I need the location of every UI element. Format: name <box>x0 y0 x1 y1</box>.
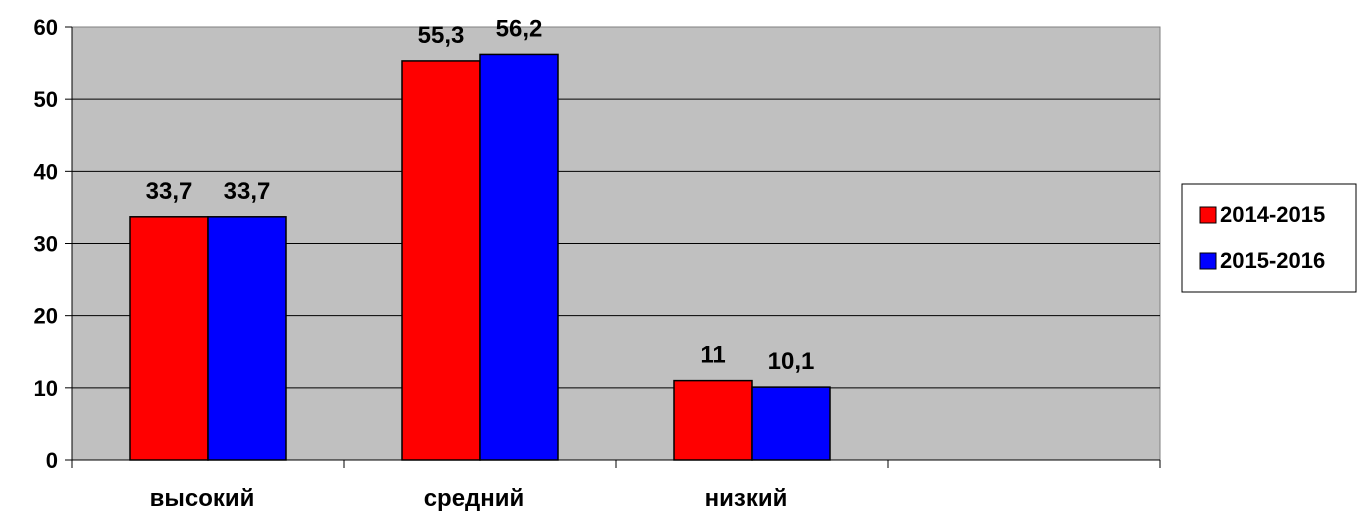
data-label: 33,7 <box>224 178 271 205</box>
y-tick-label: 30 <box>34 232 58 257</box>
bar <box>673 379 753 461</box>
data-labels: 33,7 33,7 55,3 56,2 11 10,1 <box>146 15 815 375</box>
x-category-label: низкий <box>705 485 788 512</box>
bar <box>751 386 831 461</box>
data-label: 55,3 <box>418 22 465 49</box>
bar <box>401 60 481 461</box>
bar <box>479 53 559 461</box>
data-label: 56,2 <box>496 15 543 42</box>
y-tick-label: 0 <box>46 448 58 473</box>
bar <box>129 216 209 461</box>
legend-label: 2014-2015 <box>1220 202 1325 227</box>
y-axis: 0 10 20 30 40 50 60 <box>34 15 73 473</box>
y-tick-label: 50 <box>34 87 58 112</box>
legend-label: 2015-2016 <box>1220 248 1325 273</box>
data-label: 11 <box>700 342 725 369</box>
x-category-label: средний <box>424 485 525 512</box>
y-tick-label: 60 <box>34 15 58 40</box>
x-axis: высокий средний низкий <box>71 459 1161 512</box>
data-label: 33,7 <box>146 178 193 205</box>
data-label: 10,1 <box>768 348 815 375</box>
bars <box>129 53 831 461</box>
x-category-label: высокий <box>150 485 255 512</box>
y-tick-label: 10 <box>34 376 58 401</box>
bar <box>207 216 287 461</box>
legend-swatch <box>1199 206 1217 224</box>
y-tick-label: 20 <box>34 304 58 329</box>
legend-box <box>1181 183 1357 293</box>
y-tick-label: 40 <box>34 159 58 184</box>
legend: 2014-2015 2015-2016 <box>1181 183 1357 293</box>
legend-swatch <box>1199 252 1217 270</box>
